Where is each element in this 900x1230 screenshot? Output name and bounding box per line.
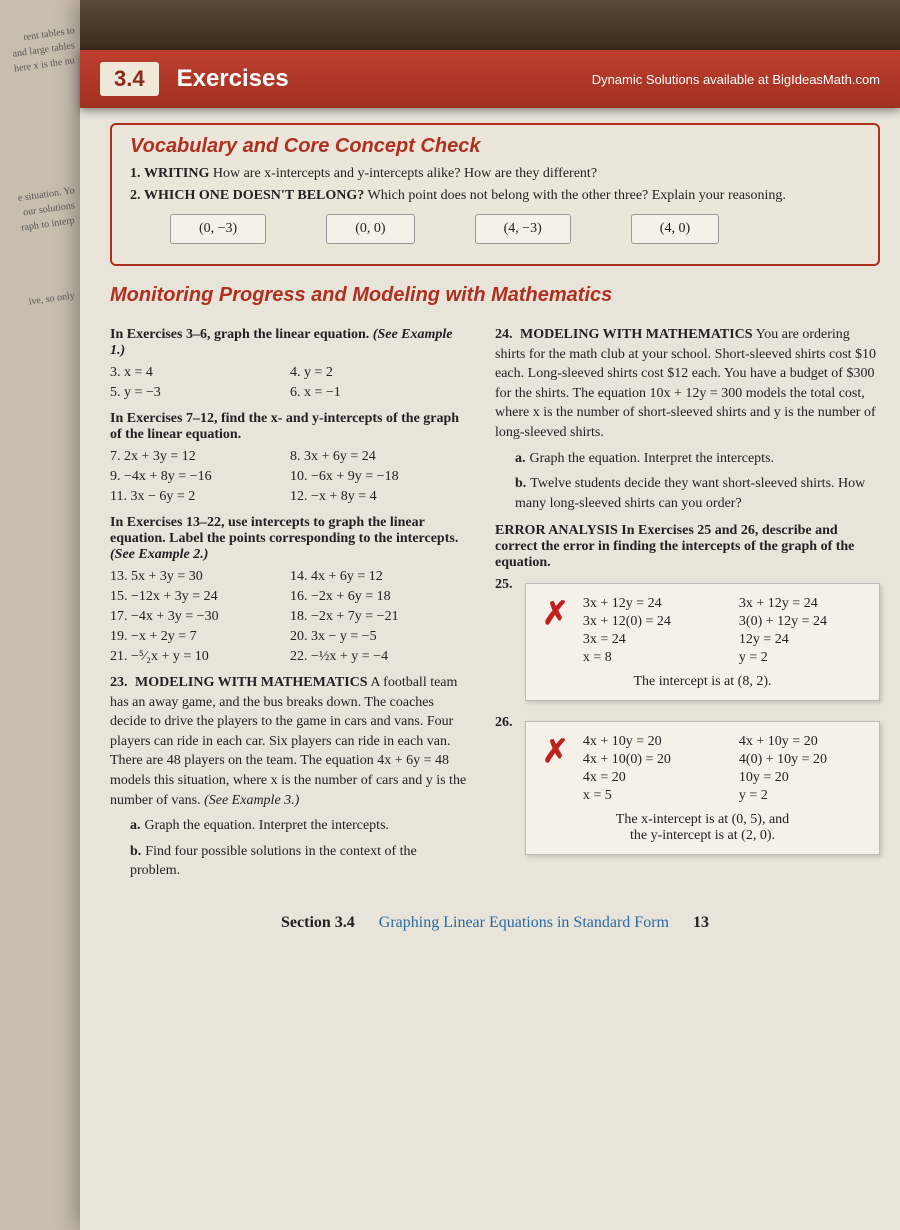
instr-text: In Exercises 13–22, use intercepts to gr…	[110, 515, 458, 546]
exercise: 15. −12x + 3y = 24	[110, 589, 290, 605]
p-num: 26.	[495, 715, 525, 869]
p-label: MODELING WITH MATHEMATICS	[520, 327, 753, 342]
eq-line: y = 2	[739, 788, 865, 804]
sub-text: Graph the equation. Interpret the interc…	[530, 451, 775, 466]
footer-section: Section 3.4	[281, 914, 355, 931]
header-title: Exercises	[177, 65, 289, 93]
exercise: 6. x = −1	[290, 385, 470, 401]
exercise: 17. −4x + 3y = −30	[110, 609, 290, 625]
exercise: 22. −½x + y = −4	[290, 649, 470, 665]
p-ref: (See Example 3.)	[204, 793, 299, 808]
exercise: 14. 4x + 6y = 12	[290, 569, 470, 585]
eq-line: x = 5	[583, 788, 709, 804]
book-spine	[80, 0, 900, 50]
p-body: A football team has an away game, and th…	[110, 675, 466, 808]
left-column: In Exercises 3–6, graph the linear equat…	[110, 317, 470, 889]
exercise: 7. 2x + 3y = 12	[110, 449, 290, 465]
p-num: 25.	[495, 577, 525, 715]
eq-line: 3x + 12y = 24	[583, 596, 709, 612]
instructions: In Exercises 3–6, graph the linear equat…	[110, 327, 470, 359]
point-box: (4, −3)	[475, 214, 571, 244]
exercise: 21. −⁵⁄₂x + y = 10	[110, 649, 290, 665]
eq-line: 4x + 10(0) = 20	[583, 752, 709, 768]
eq-line: 3x + 12y = 24	[739, 596, 865, 612]
eq-line: 4(0) + 10y = 20	[739, 752, 865, 768]
page-footer: Section 3.4 Graphing Linear Equations in…	[110, 914, 880, 932]
question-2: 2. WHICH ONE DOESN'T BELONG? Which point…	[130, 188, 860, 204]
p-num: 24.	[495, 327, 513, 342]
err-footer: the y-intercept is at (2, 0).	[540, 828, 865, 844]
problem-23: 23. MODELING WITH MATHEMATICS A football…	[110, 673, 470, 881]
eq-line: 12y = 24	[739, 632, 865, 648]
q-label: WRITING	[144, 166, 209, 181]
eq-line: 4x + 10y = 20	[739, 734, 865, 750]
sub-b: b.Twelve students decide they want short…	[515, 474, 880, 513]
point-box: (0, 0)	[326, 214, 414, 244]
p-body: You are ordering shirts for the math clu…	[495, 327, 876, 440]
eq-line: 4x = 20	[583, 770, 709, 786]
point-box: (4, 0)	[631, 214, 719, 244]
problem-24: 24. MODELING WITH MATHEMATICS You are or…	[495, 325, 880, 513]
edge-text: ive, so only	[5, 290, 76, 311]
exercise: 16. −2x + 6y = 18	[290, 589, 470, 605]
q-num: 1.	[130, 166, 141, 181]
sub-a: a.Graph the equation. Interpret the inte…	[515, 449, 880, 469]
footer-page: 13	[693, 914, 709, 931]
x-mark-icon: ✗	[542, 594, 569, 632]
err-footer: The intercept is at (8, 2).	[540, 674, 865, 690]
q-num: 2.	[130, 188, 141, 203]
eq-line: y = 2	[739, 650, 865, 666]
exercise: 20. 3x − y = −5	[290, 629, 470, 645]
question-1: 1. WRITING How are x-intercepts and y-in…	[130, 166, 860, 182]
sub-text: Find four possible solutions in the cont…	[130, 844, 417, 879]
exercise: 10. −6x + 9y = −18	[290, 469, 470, 485]
q-text: Which point does not belong with the oth…	[364, 188, 786, 203]
error-box-26: ✗ 4x + 10y = 20 4x + 10(0) = 20 4x = 20 …	[525, 721, 880, 855]
right-column: 24. MODELING WITH MATHEMATICS You are or…	[495, 317, 880, 889]
instructions: In Exercises 7–12, find the x- and y-int…	[110, 411, 470, 443]
x-mark-icon: ✗	[542, 732, 569, 770]
exercise: 12. −x + 8y = 4	[290, 489, 470, 505]
monitoring-title: Monitoring Progress and Modeling with Ma…	[110, 284, 880, 307]
instr-text: In Exercises 3–6, graph the linear equat…	[110, 327, 369, 342]
points-row: (0, −3) (0, 0) (4, −3) (4, 0)	[170, 214, 860, 244]
point-box: (0, −3)	[170, 214, 266, 244]
eq-line: 4x + 10y = 20	[583, 734, 709, 750]
exercise: 4. y = 2	[290, 365, 470, 381]
eq-line: 10y = 20	[739, 770, 865, 786]
exercise: 13. 5x + 3y = 30	[110, 569, 290, 585]
error-box-25: ✗ 3x + 12y = 24 3x + 12(0) = 24 3x = 24 …	[525, 583, 880, 701]
footer-title: Graphing Linear Equations in Standard Fo…	[379, 914, 669, 931]
q-label: WHICH ONE DOESN'T BELONG?	[144, 188, 364, 203]
sub-text: Graph the equation. Interpret the interc…	[145, 818, 390, 833]
sub-text: Twelve students decide they want short-s…	[515, 476, 865, 511]
instr-ref: (See Example 2.)	[110, 547, 208, 562]
p-num: 23.	[110, 675, 128, 690]
instructions: In Exercises 13–22, use intercepts to gr…	[110, 515, 470, 563]
sub-a: a.Graph the equation. Interpret the inte…	[130, 816, 470, 836]
p-label: MODELING WITH MATHEMATICS	[135, 675, 368, 690]
exercise: 3. x = 4	[110, 365, 290, 381]
sub-b: b.Find four possible solutions in the co…	[130, 842, 470, 881]
exercise: 11. 3x − 6y = 2	[110, 489, 290, 505]
section-number: 3.4	[100, 62, 159, 96]
eq-line: 3x + 12(0) = 24	[583, 614, 709, 630]
eq-line: x = 8	[583, 650, 709, 666]
exercise: 19. −x + 2y = 7	[110, 629, 290, 645]
vocab-box: Vocabulary and Core Concept Check 1. WRI…	[110, 123, 880, 266]
exercise: 5. y = −3	[110, 385, 290, 401]
exercise: 18. −2x + 7y = −21	[290, 609, 470, 625]
error-instructions: ERROR ANALYSIS In Exercises 25 and 26, d…	[495, 523, 880, 571]
exercise: 9. −4x + 8y = −16	[110, 469, 290, 485]
exercise: 8. 3x + 6y = 24	[290, 449, 470, 465]
section-header: 3.4 Exercises Dynamic Solutions availabl…	[80, 50, 900, 108]
err-footer: The x-intercept is at (0, 5), and	[540, 812, 865, 828]
header-note: Dynamic Solutions available at BigIdeasM…	[592, 72, 880, 87]
eq-line: 3(0) + 12y = 24	[739, 614, 865, 630]
q-text: How are x-intercepts and y-intercepts al…	[209, 166, 597, 181]
vocab-title: Vocabulary and Core Concept Check	[130, 135, 860, 158]
eq-line: 3x = 24	[583, 632, 709, 648]
